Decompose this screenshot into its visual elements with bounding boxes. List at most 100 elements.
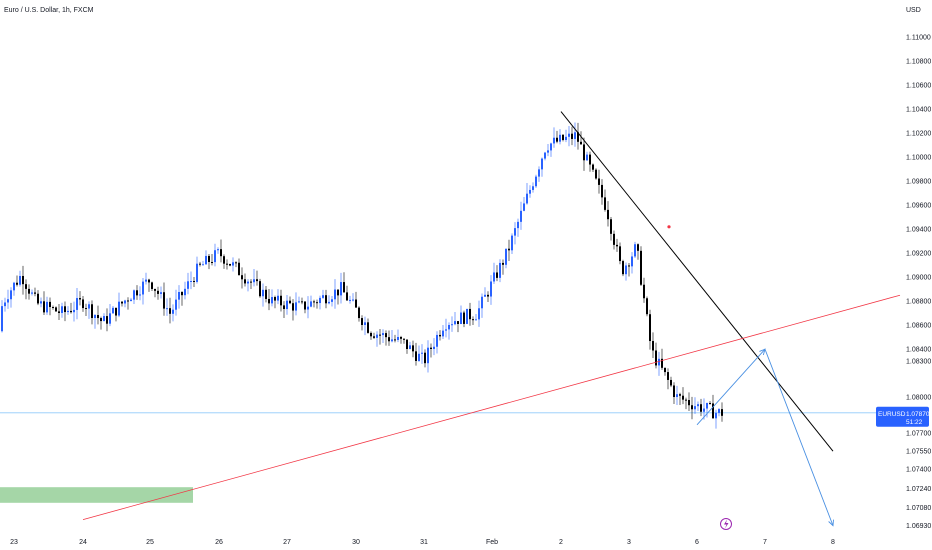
candle-body	[376, 334, 378, 338]
candle-body	[691, 405, 693, 410]
candle-body	[223, 256, 225, 264]
candle-body	[214, 250, 216, 263]
candle-body	[178, 291, 180, 300]
candle-body	[7, 299, 9, 303]
candle-body	[670, 379, 672, 386]
candle-body	[13, 282, 15, 291]
candle-body	[220, 249, 222, 257]
candle-body	[412, 345, 414, 352]
candle-body	[574, 132, 576, 139]
candle-body	[526, 193, 528, 204]
candle-body	[70, 310, 72, 313]
candle-body	[580, 141, 582, 145]
candle-body	[655, 350, 657, 366]
candle-body	[364, 322, 366, 325]
y-tick-label: 1.08800	[906, 299, 931, 306]
candle-body	[439, 334, 441, 337]
candle-body	[292, 303, 294, 311]
candle-body	[556, 137, 558, 142]
candle-body	[502, 262, 504, 265]
lightning-icon[interactable]	[720, 518, 732, 530]
candle-body	[721, 409, 723, 416]
candle-body	[400, 336, 402, 339]
x-tick-label: 30	[352, 539, 360, 546]
candle-body	[367, 322, 369, 333]
candle-body	[628, 265, 630, 267]
candle-body	[316, 302, 318, 304]
candle-body	[208, 255, 210, 262]
candle-body	[31, 292, 33, 294]
candle-body	[55, 307, 57, 312]
candle-body	[415, 351, 417, 361]
candle-body	[481, 296, 483, 309]
candle-body	[232, 262, 234, 266]
candle-body	[61, 306, 63, 314]
candle-body	[382, 333, 384, 336]
candle-body	[607, 209, 609, 220]
candle-body	[664, 367, 666, 373]
candle-body	[391, 339, 393, 342]
candle-body	[118, 301, 120, 316]
x-tick-label: 2	[559, 539, 563, 546]
candle-body	[322, 295, 324, 298]
candle-body	[418, 353, 420, 361]
candle-body	[229, 263, 231, 266]
candle-body	[328, 301, 330, 304]
x-tick-label: 31	[420, 539, 428, 546]
y-tick-label: 1.09000	[906, 275, 931, 282]
candle-body	[145, 279, 147, 282]
badge-price: 1.07870	[906, 411, 930, 418]
candle-body	[505, 248, 507, 265]
candle-body	[247, 281, 249, 284]
x-tick-label: 26	[215, 539, 223, 546]
candle-body	[85, 308, 87, 310]
y-tick-label: 1.08600	[906, 323, 931, 330]
candle-body	[493, 272, 495, 282]
candle-body	[250, 281, 252, 283]
candle-body	[436, 334, 438, 347]
candle-body	[82, 299, 84, 309]
candle-body	[241, 275, 243, 280]
x-tick-label: 23	[10, 539, 18, 546]
time-axis[interactable]: 23 24 25 26 27 30 31 Feb 2 3 6 7 8	[10, 539, 835, 546]
candle-body	[388, 337, 390, 342]
candle-body	[238, 262, 240, 276]
candle-body	[217, 249, 219, 251]
candle-body	[94, 315, 96, 319]
candle-body	[688, 400, 690, 406]
y-tick-label: 1.09200	[906, 251, 931, 258]
candle-body	[622, 261, 624, 275]
candle-body	[202, 264, 204, 266]
candle-body	[430, 347, 432, 349]
candle-body	[304, 301, 306, 310]
candle-body	[514, 228, 516, 236]
y-tick-label: 1.10800	[906, 59, 931, 66]
candle-body	[442, 330, 444, 337]
candle-body	[319, 297, 321, 304]
candle-body	[34, 292, 36, 294]
candle-body	[175, 299, 177, 310]
candle-body	[1, 306, 3, 332]
candle-body	[151, 282, 153, 289]
candle-body	[586, 154, 588, 161]
candle-body	[346, 292, 348, 301]
candle-body	[355, 299, 357, 308]
candle-body	[490, 281, 492, 297]
candle-body	[154, 288, 156, 291]
candle-body	[475, 319, 477, 321]
y-tick-label: 1.10400	[906, 107, 931, 114]
candle-body	[646, 298, 648, 315]
candle-body	[511, 235, 513, 251]
candle-body	[565, 136, 567, 141]
candle-body	[262, 289, 264, 297]
candle-body	[136, 290, 138, 296]
candle-body	[712, 403, 714, 419]
candle-body	[499, 262, 501, 278]
price-axis[interactable]: 1.11000 1.10800 1.10600 1.10400 1.10200 1.100…	[906, 35, 931, 530]
candle-body	[163, 292, 165, 309]
candle-body	[358, 307, 360, 319]
candle-body	[409, 345, 411, 350]
candle-body	[676, 394, 678, 398]
candle-body	[64, 306, 66, 313]
